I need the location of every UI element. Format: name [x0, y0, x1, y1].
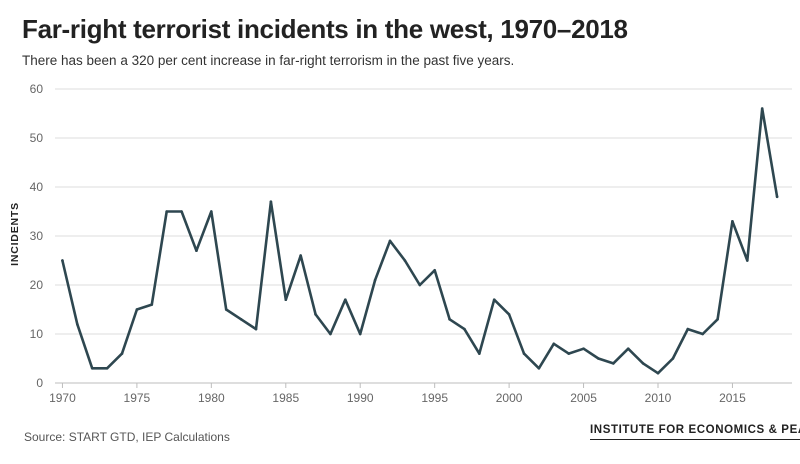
- data-point: [105, 367, 109, 370]
- data-point: [180, 210, 183, 213]
- data-point: [418, 283, 422, 287]
- y-tick-label: 60: [30, 82, 44, 96]
- data-point: [448, 318, 451, 321]
- x-tick-label: 1975: [124, 391, 151, 405]
- data-point: [314, 313, 317, 316]
- data-point: [150, 303, 154, 306]
- data-point: [731, 220, 734, 223]
- data-point: [195, 249, 198, 252]
- data-point: [135, 308, 139, 311]
- chart-subtitle: There has been a 320 per cent increase i…: [22, 53, 515, 68]
- x-tick-label: 2010: [645, 391, 672, 405]
- data-point: [76, 322, 79, 326]
- data-point: [239, 318, 243, 321]
- y-tick-label: 30: [30, 229, 44, 243]
- x-tick-label: 2005: [570, 391, 597, 405]
- data-point: [746, 259, 749, 262]
- x-tick-label: 2015: [719, 391, 746, 405]
- y-tick-label: 50: [30, 131, 44, 145]
- x-tick-label: 1990: [347, 391, 374, 405]
- y-axis-label: INCIDENTS: [9, 202, 21, 266]
- brand-logo: INSTITUTE FOR ECONOMICS & PEACE: [590, 424, 800, 440]
- data-point: [344, 298, 347, 302]
- data-point: [552, 342, 556, 346]
- data-point: [463, 327, 466, 331]
- chart-title: Far-right terrorist incidents in the wes…: [22, 14, 628, 44]
- data-point: [671, 357, 675, 360]
- data-point: [567, 352, 570, 355]
- data-point: [269, 200, 273, 203]
- data-point: [388, 239, 392, 243]
- data-point: [656, 371, 660, 375]
- data-point: [373, 278, 377, 282]
- data-point: [210, 210, 213, 213]
- data-point: [507, 313, 511, 316]
- data-point: [686, 327, 690, 331]
- data-point: [626, 347, 630, 351]
- data-point: [329, 332, 332, 336]
- data-point: [537, 367, 541, 370]
- y-tick-label: 20: [30, 278, 44, 292]
- data-point: [254, 327, 258, 331]
- data-point: [612, 362, 615, 365]
- x-tick-label: 1980: [198, 391, 225, 405]
- data-point: [299, 254, 302, 257]
- data-point: [492, 298, 496, 302]
- x-tick-label: 1970: [49, 391, 76, 405]
- data-point: [582, 347, 585, 351]
- y-tick-label: 10: [30, 327, 44, 341]
- source-note: Source: START GTD, IEP Calculations: [24, 430, 230, 444]
- data-point: [760, 107, 764, 110]
- data-point: [90, 367, 94, 370]
- data-point: [597, 357, 600, 360]
- y-tick-label: 0: [36, 376, 43, 390]
- data-point: [403, 259, 407, 262]
- data-point: [165, 210, 168, 213]
- data-point: [478, 352, 481, 355]
- data-point: [224, 308, 228, 311]
- x-tick-label: 1985: [272, 391, 299, 405]
- x-tick-label: 2000: [496, 391, 523, 405]
- data-point: [775, 195, 779, 199]
- data-point: [641, 362, 645, 365]
- data-point: [284, 298, 288, 302]
- y-tick-label: 40: [30, 180, 44, 194]
- data-point: [522, 352, 526, 355]
- data-point: [120, 352, 124, 355]
- data-point: [701, 332, 704, 336]
- axis-ticks: 0 10 20 30 40 50 60 1970 1975 1980 1985 1990 1995 200…: [30, 82, 746, 405]
- data-point: [716, 318, 719, 321]
- x-tick-label: 1995: [421, 391, 448, 405]
- data-point: [61, 259, 64, 262]
- data-series: [61, 107, 779, 375]
- data-point: [358, 332, 362, 336]
- data-point: [433, 269, 436, 272]
- gridlines: [55, 88, 792, 384]
